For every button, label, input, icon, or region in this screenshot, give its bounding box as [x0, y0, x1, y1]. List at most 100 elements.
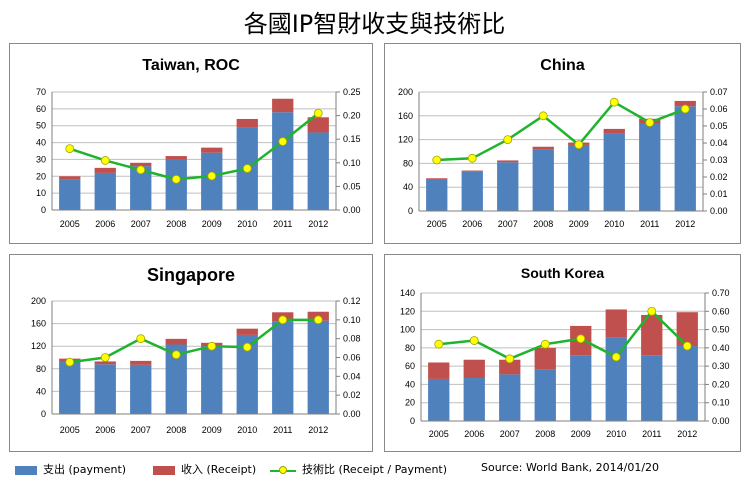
x-tick-label: 2008	[535, 429, 555, 439]
payment-bar	[94, 172, 116, 210]
ratio-point	[503, 135, 513, 144]
x-tick-label: 2007	[131, 219, 151, 229]
x-tick-label: 2010	[237, 219, 257, 229]
y2-tick-label: 0.02	[343, 390, 361, 400]
y-tick-label: 30	[36, 154, 46, 164]
ratio-line	[69, 112, 320, 181]
receipt-bar	[534, 347, 556, 370]
y-tick-label: 60	[405, 361, 415, 371]
y-tick-label: 0	[408, 206, 413, 216]
x-tick-label: 2006	[464, 429, 484, 439]
ratio-point	[100, 156, 110, 165]
ratio-line	[438, 309, 689, 361]
receipt-bar	[497, 160, 519, 163]
ratio-point	[432, 155, 442, 165]
receipt-bar	[236, 328, 258, 335]
ratio-point	[647, 306, 657, 316]
payment-bar	[568, 144, 590, 211]
source-note: Source: World Bank, 2014/01/20	[481, 461, 660, 474]
payment-bar	[461, 171, 483, 211]
payment-bar	[201, 152, 223, 210]
ratio-point	[469, 336, 479, 345]
payment-bar	[676, 346, 698, 421]
x-tick-label: 2007	[131, 425, 151, 435]
y2-tick-label: 0.04	[343, 371, 361, 381]
ratio-point	[100, 353, 110, 362]
payment-bar	[499, 374, 521, 421]
ratio-line-swatch	[270, 465, 296, 476]
payment-bar	[165, 344, 187, 414]
receipt-bar	[165, 338, 187, 345]
y-tick-label: 120	[400, 306, 415, 316]
receipt-bar	[532, 146, 554, 150]
receipt-bar	[603, 128, 625, 134]
ratio-point	[611, 352, 621, 362]
x-tick-label: 2006	[95, 425, 115, 435]
x-tick-label: 2006	[95, 219, 115, 229]
receipt-bar	[236, 118, 258, 128]
receipt-bar	[94, 167, 116, 173]
ratio-point	[609, 97, 619, 107]
y2-tick-label: 0.02	[710, 172, 728, 182]
receipt-bar	[674, 100, 696, 107]
x-tick-label: 2011	[640, 219, 659, 229]
payment-bar	[532, 149, 554, 211]
y2-tick-label: 0.08	[343, 334, 361, 344]
payment-bar	[130, 166, 152, 210]
payment-bar	[605, 337, 627, 421]
ratio-point	[242, 164, 252, 173]
y2-tick-label: 0.05	[710, 121, 728, 131]
y-tick-label: 120	[31, 341, 46, 351]
y-tick-label: 200	[31, 296, 46, 306]
y-tick-label: 40	[36, 386, 46, 396]
chart-panel-china: China 0 40 80 120 160 200 0.00 0.01 0.02 0.03 0.04…	[384, 43, 741, 244]
y2-tick-label: 0.50	[712, 325, 730, 335]
y-tick-label: 40	[405, 379, 415, 389]
x-tick-label: 2005	[60, 219, 80, 229]
ratio-point	[505, 354, 515, 364]
y-tick-label: 80	[36, 364, 46, 374]
y-tick-label: 20	[36, 171, 46, 181]
chart-panel-singapore: Singapore 0 40 80 120 160 200 0.00 0.02 0.04 0.06…	[9, 254, 373, 452]
legend-label: 支出 (payment)	[43, 463, 127, 476]
y2-tick-label: 0.06	[343, 353, 361, 363]
y2-tick-label: 0.10	[343, 315, 361, 325]
legend-item-ratio: 技術比 (Receipt / Payment)	[270, 461, 447, 477]
y2-tick-label: 0.00	[343, 409, 361, 419]
x-tick-label: 2007	[500, 429, 520, 439]
receipt-bar	[307, 117, 329, 133]
y-tick-label: 10	[36, 188, 46, 198]
x-tick-label: 2005	[429, 429, 449, 439]
payment-bar	[674, 106, 696, 211]
x-tick-label: 2008	[533, 219, 553, 229]
y2-tick-label: 0.01	[710, 189, 728, 199]
receipt-bar	[94, 361, 116, 365]
x-tick-label: 2011	[642, 429, 661, 439]
receipt-bar	[428, 362, 450, 379]
y2-tick-label: 0.05	[343, 181, 361, 191]
y-tick-label: 0	[41, 409, 46, 419]
y2-tick-label: 0.12	[343, 296, 361, 306]
receipt-bar	[201, 147, 223, 153]
receipt-bar	[676, 312, 698, 347]
payment-bar	[59, 361, 81, 414]
ratio-point	[278, 315, 288, 325]
y2-tick-label: 0.15	[343, 134, 361, 144]
payment-bar	[130, 364, 152, 414]
y-tick-label: 80	[403, 158, 413, 168]
y-tick-label: 160	[31, 319, 46, 329]
x-tick-label: 2007	[498, 219, 518, 229]
x-tick-label: 2006	[462, 219, 482, 229]
receipt-bar	[461, 170, 483, 172]
ratio-line	[436, 100, 686, 162]
chart-title: Taiwan, ROC	[142, 57, 240, 74]
ratio-point	[171, 174, 181, 184]
y-tick-label: 140	[400, 288, 415, 298]
ratio-point	[576, 334, 586, 344]
legend-item-receipt: 收入 (Receipt)	[153, 461, 256, 477]
payment-bar	[534, 369, 556, 421]
receipt-bar	[130, 162, 152, 167]
receipt-bar	[130, 360, 152, 365]
y-tick-label: 60	[36, 104, 46, 114]
ratio-point	[434, 339, 444, 349]
